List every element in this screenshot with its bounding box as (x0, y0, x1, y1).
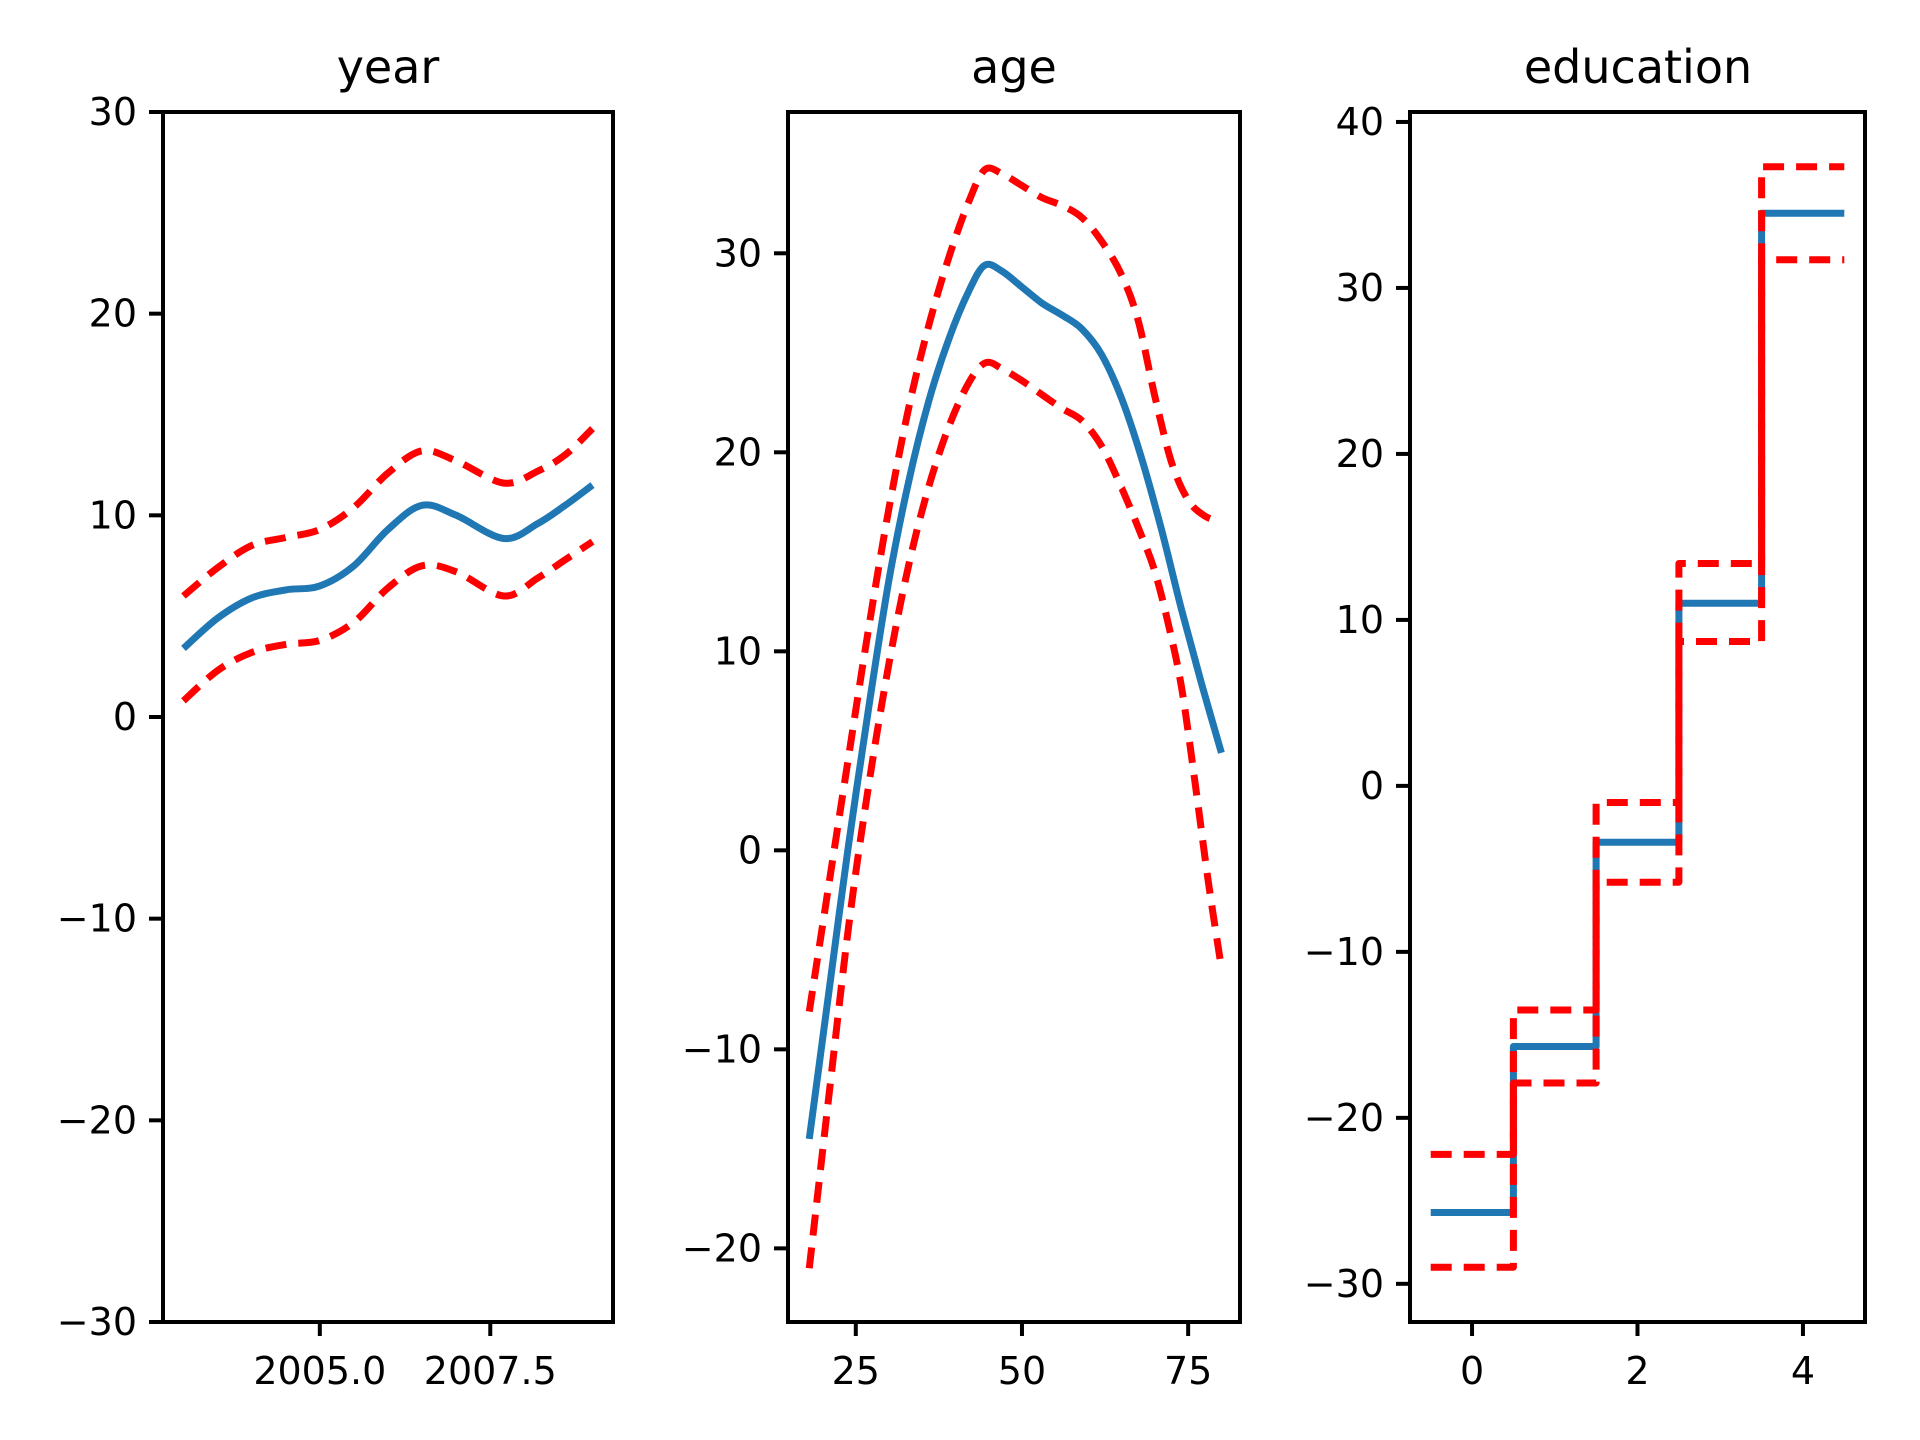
y-tick-label-education: 30 (1336, 266, 1384, 310)
y-tick-label-year: −20 (57, 1098, 137, 1142)
x-tick-label-year: 2005.0 (253, 1349, 386, 1393)
y-tick-label-education: −20 (1304, 1096, 1384, 1140)
y-tick-label-age: 30 (714, 231, 762, 275)
education-fit-line (1430, 209, 1845, 1216)
y-tick-label-age: −10 (682, 1027, 762, 1071)
year-upper-ci-line (181, 426, 595, 599)
y-tick-label-year: 0 (113, 695, 137, 739)
axes-frame-age (786, 110, 1242, 1324)
y-tick-label-age: −20 (682, 1226, 762, 1270)
subplot-title-year: year (336, 40, 440, 94)
y-tick-label-education: 0 (1360, 764, 1384, 808)
x-tick-label-education: 2 (1625, 1349, 1649, 1393)
y-tick-label-age: 0 (738, 828, 762, 872)
year-fit-line (181, 482, 595, 652)
y-tick-label-age: 20 (714, 430, 762, 474)
year-lower-ci-line (181, 538, 595, 704)
y-tick-label-year: −30 (57, 1300, 137, 1344)
age-fit-line (805, 260, 1225, 1140)
y-tick-label-year: −10 (57, 897, 137, 941)
axes-frame-education (1408, 110, 1867, 1324)
subplot-title-age: age (971, 40, 1057, 94)
education-upper-ci-line (1430, 163, 1845, 1158)
subplot-title-education: education (1523, 40, 1753, 94)
y-tick-label-education: 40 (1336, 100, 1384, 144)
y-tick-label-education: −10 (1304, 930, 1384, 974)
x-tick-label-education: 0 (1460, 1349, 1484, 1393)
x-tick-label-year: 2007.5 (424, 1349, 557, 1393)
y-tick-label-education: 10 (1336, 598, 1384, 642)
y-tick-label-year: 20 (89, 292, 137, 336)
y-tick-label-education: 20 (1336, 432, 1384, 476)
y-tick-label-year: 10 (89, 493, 137, 537)
x-tick-label-education: 4 (1791, 1349, 1815, 1393)
education-lower-ci-line (1430, 256, 1845, 1271)
x-tick-label-age: 50 (998, 1349, 1046, 1393)
y-tick-label-year: 30 (89, 90, 137, 134)
age-upper-ci-line (805, 164, 1223, 1013)
x-tick-label-age: 25 (832, 1349, 880, 1393)
y-tick-label-education: −30 (1304, 1262, 1384, 1306)
subplot-year: 2005.0 2007.5 30 20 10 0 −10 −20 −30 (57, 90, 615, 1393)
x-tick-label-age: 75 (1164, 1349, 1212, 1393)
subplot-age: 25 50 75 30 20 10 0 −10 −20 (682, 110, 1242, 1393)
y-tick-label-age: 10 (714, 629, 762, 673)
axes-frame-year (161, 110, 615, 1324)
age-lower-ci-line (805, 358, 1225, 1269)
subplot-education: 0 2 4 40 30 20 10 0 −10 −20 −30 (1304, 100, 1867, 1393)
